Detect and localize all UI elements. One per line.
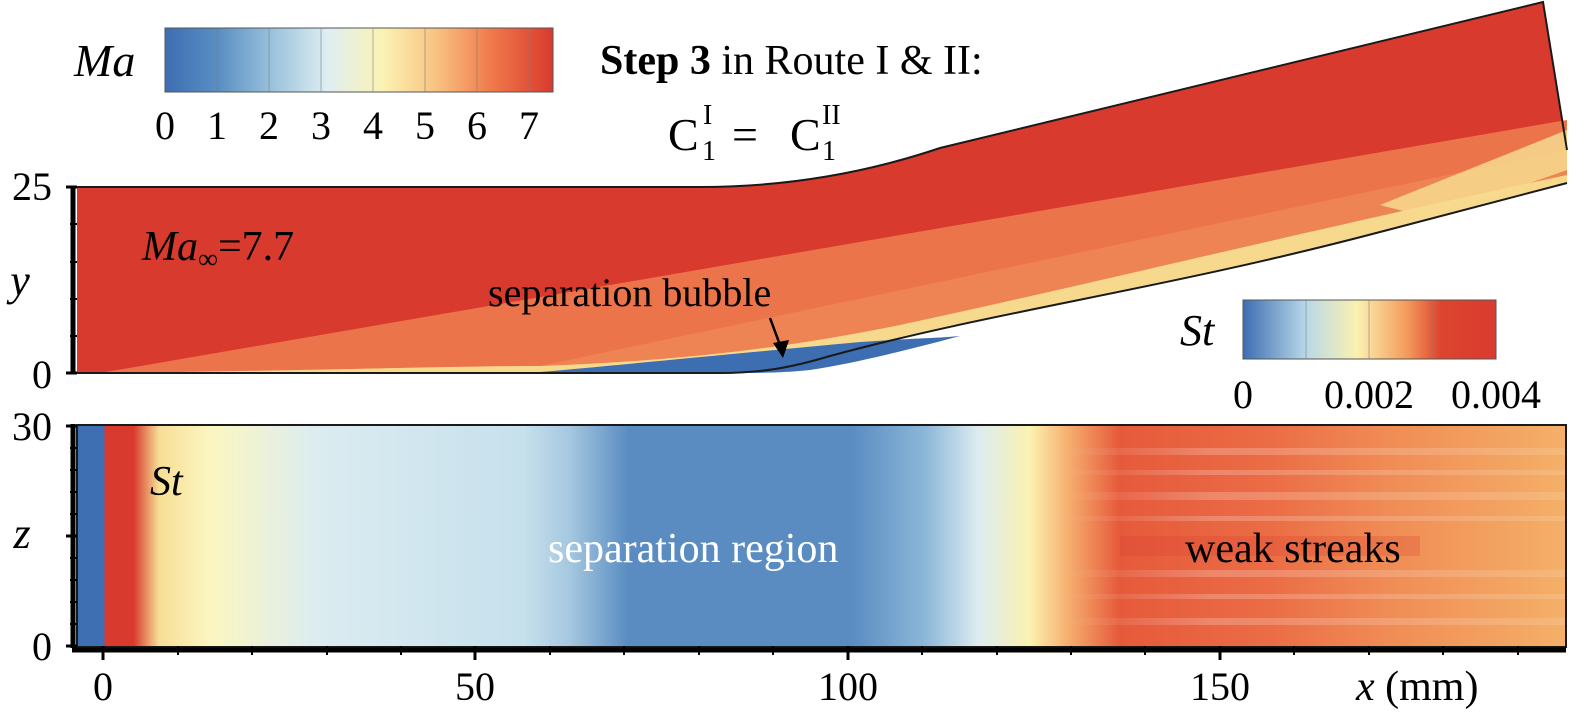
x-tick-50: 50 xyxy=(455,664,495,709)
z-axis-label: z xyxy=(12,509,30,558)
z-tick-30: 30 xyxy=(12,404,52,449)
st-tick-0004: 0.004 xyxy=(1451,372,1541,417)
mach-field-shock-layer xyxy=(100,120,1567,373)
wall-contour xyxy=(77,182,1568,374)
separation-region-label: separation region xyxy=(548,526,838,572)
equation-equals: = xyxy=(732,109,758,160)
st-contour-panel: St separation region weak streaks 30 0 z xyxy=(12,404,1567,710)
mach-freestream-label: Ma∞=7.7 xyxy=(141,224,294,275)
x-tick-0: 0 xyxy=(93,664,113,709)
ma-colorbar-bar xyxy=(164,27,554,93)
upper-boundary xyxy=(77,0,1568,188)
mach-field-upper-wedge xyxy=(1380,130,1567,218)
equation-right-sup: II xyxy=(822,100,841,131)
x-axis: 0 50 100 150 x (mm) xyxy=(72,646,1566,710)
equation-left-sub: 1 xyxy=(702,136,716,167)
mach-contour-panel: Ma∞=7.7 separation bubble 25 0 y xyxy=(6,0,1568,397)
ma-colorbar-ticks: 0 1 2 3 4 5 6 7 xyxy=(155,103,539,148)
st-colorbar: St 0 0.002 0.004 xyxy=(1180,299,1541,417)
y-tick-0: 0 xyxy=(32,352,52,397)
st-field xyxy=(77,425,1566,647)
mach-field-freestream xyxy=(77,2,1567,373)
x-tick-150: 150 xyxy=(1190,664,1250,709)
ma-tick-1: 1 xyxy=(207,103,227,148)
ma-tick-2: 2 xyxy=(259,103,279,148)
st-tick-0002: 0.002 xyxy=(1324,372,1414,417)
st-colorbar-separators xyxy=(1305,300,1433,359)
z-tick-0: 0 xyxy=(32,624,52,669)
ma-tick-3: 3 xyxy=(311,103,331,148)
mach-field-shock-layer-inner xyxy=(540,150,1567,373)
equation-right-base: C xyxy=(790,109,821,160)
ma-tick-6: 6 xyxy=(467,103,487,148)
weak-streaks-label: weak streaks xyxy=(1185,526,1401,572)
st-colorbar-ticks: 0 0.002 0.004 xyxy=(1233,372,1541,417)
separation-bubble-region xyxy=(540,336,960,373)
st-tick-0: 0 xyxy=(1233,372,1253,417)
y-axis: 25 0 y xyxy=(6,164,77,397)
ma-colorbar-separators xyxy=(216,28,530,92)
separation-bubble-label: separation bubble xyxy=(488,270,771,315)
st-field-label: St xyxy=(150,459,184,505)
ma-colorbar-label: Ma xyxy=(73,35,135,86)
equation-left-sup: I xyxy=(703,100,712,131)
z-axis: 30 0 z xyxy=(12,404,77,669)
y-tick-25: 25 xyxy=(12,164,52,209)
y-axis-label: y xyxy=(6,256,30,305)
step-title: Step 3 in Route I & II: xyxy=(600,38,983,84)
equation-right-sub: 1 xyxy=(822,136,836,167)
st-colorbar-label: St xyxy=(1180,306,1216,355)
ma-tick-5: 5 xyxy=(415,103,435,148)
ma-tick-4: 4 xyxy=(363,103,383,148)
weak-streaks-pattern xyxy=(1060,448,1566,625)
equation: C I 1 = C II 1 xyxy=(668,100,841,167)
separation-bubble-arrow xyxy=(768,317,789,358)
ma-tick-7: 7 xyxy=(519,103,539,148)
ma-tick-0: 0 xyxy=(155,103,175,148)
ma-colorbar: Ma 0 1 2 3 4 5 6 7 xyxy=(73,27,554,148)
x-tick-100: 100 xyxy=(818,664,878,709)
x-axis-label: x (mm) xyxy=(1355,664,1478,710)
equation-left-base: C xyxy=(668,109,699,160)
